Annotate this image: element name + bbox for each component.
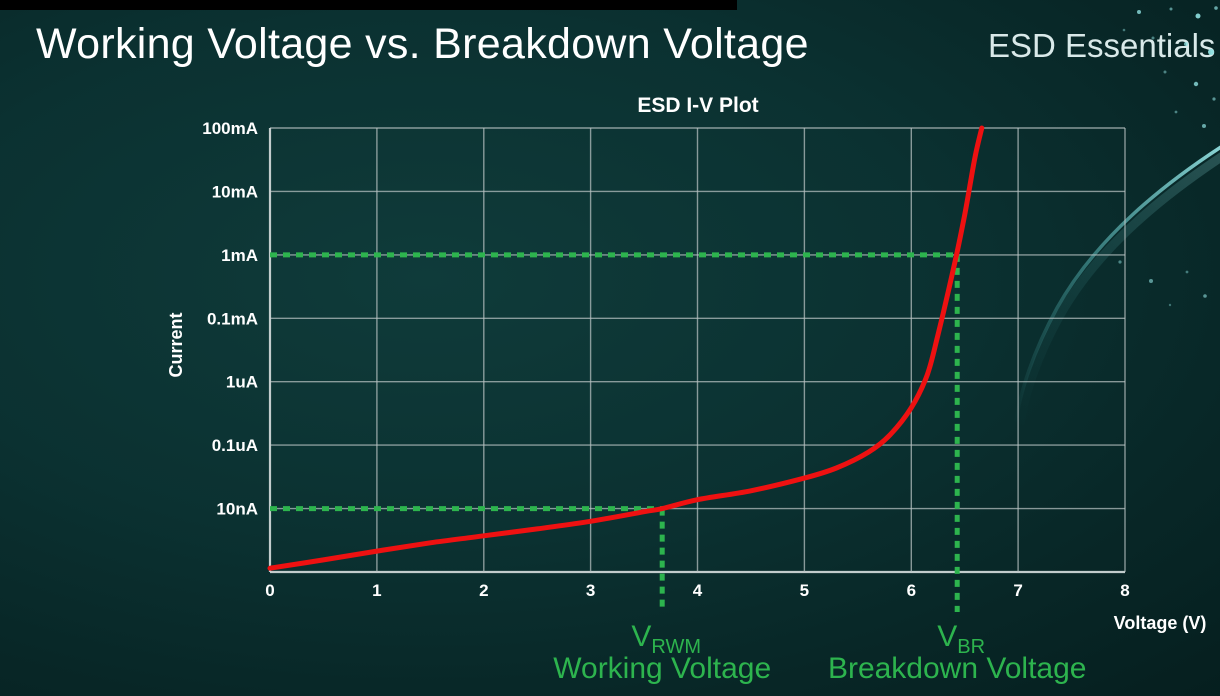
x-tick-label: 2: [479, 581, 488, 600]
particle-dot: [1169, 7, 1173, 11]
y-tick-label: 1mA: [221, 246, 258, 265]
vbr-caption: Breakdown Voltage: [828, 652, 1087, 685]
particle-dot: [1193, 81, 1199, 87]
particle-dot: [1137, 10, 1141, 14]
grid-layer: 0 1 2 3 4 5 6 7 8 100mA 10mA 1mA 0.1mA 1uA 0.1uA 10nA: [202, 119, 1130, 600]
particle-dot: [1212, 97, 1216, 101]
x-tick-label: 7: [1013, 581, 1022, 600]
vbr-symbol-label: VBR: [937, 620, 985, 658]
brand-text: ESD Essentials: [988, 27, 1216, 64]
chart-title: ESD I-V Plot: [637, 94, 758, 117]
y-tick-label: 10nA: [216, 500, 258, 519]
particle-dot: [1184, 42, 1188, 46]
page-title: Working Voltage vs. Breakdown Voltage: [36, 20, 809, 68]
particle-dot: [1168, 303, 1172, 307]
particle-dot: [1118, 260, 1122, 264]
y-axis-label: Current: [166, 312, 186, 377]
iv-curve: [267, 125, 985, 571]
x-axis-label: Voltage (V): [1114, 613, 1207, 633]
x-tick-label: 1: [372, 581, 381, 600]
x-tick-label: 3: [586, 581, 595, 600]
x-tick-label: 8: [1120, 581, 1129, 600]
particle-dot: [1149, 279, 1153, 283]
particle-dot: [1122, 28, 1126, 32]
particle-dot: [1195, 13, 1201, 19]
particle-dots: [1118, 6, 1218, 307]
particle-dot: [1202, 124, 1206, 128]
swoosh-line: [1014, 145, 1220, 423]
x-tick-label: 0: [265, 581, 274, 600]
swoosh-glow: [1015, 152, 1220, 425]
x-tick-label: 4: [693, 581, 703, 600]
particle-dot: [1208, 49, 1214, 55]
particle-dot: [1163, 70, 1167, 74]
particle-dot: [1185, 270, 1189, 274]
vrwm-symbol-label: VRWM: [631, 620, 701, 658]
particle-dot: [1151, 36, 1155, 40]
y-tick-label: 0.1uA: [212, 436, 258, 455]
y-tick-label: 1uA: [226, 373, 258, 392]
x-tick-label: 6: [907, 581, 916, 600]
particle-dot: [1174, 110, 1178, 114]
top-black-bar: [0, 0, 737, 10]
y-tick-label: 100mA: [202, 119, 258, 138]
particle-dot: [1214, 6, 1218, 10]
background-decor: [1014, 6, 1220, 425]
vrwm-caption: Working Voltage: [553, 652, 771, 685]
x-tick-label: 5: [800, 581, 809, 600]
particle-dot: [1203, 294, 1207, 298]
curve-layer: [267, 125, 985, 571]
y-tick-label: 0.1mA: [207, 309, 258, 328]
y-tick-label: 10mA: [212, 182, 258, 201]
